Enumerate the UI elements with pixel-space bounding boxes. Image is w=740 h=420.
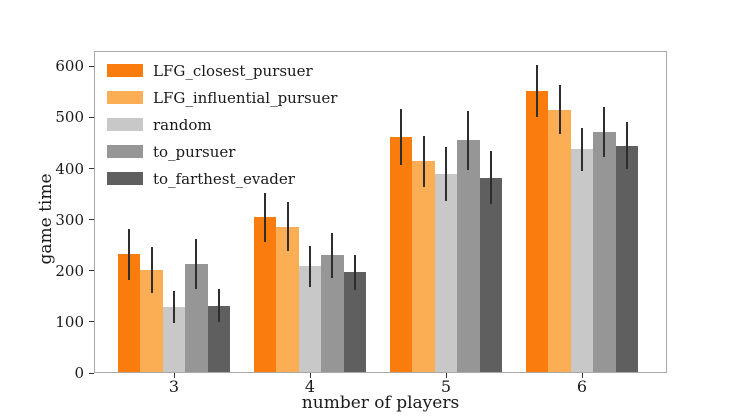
- error-bar-to_farthest_evader-6: [625, 122, 628, 170]
- legend-item-LFG_influential_pursuer: LFG_influential_pursuer: [107, 84, 337, 111]
- y-tick-label: 100: [55, 312, 84, 331]
- y-tick-label: 600: [55, 57, 84, 76]
- x-tick-mark: [445, 373, 447, 378]
- legend: LFG_closest_pursuer LFG_influential_pursu…: [107, 57, 337, 192]
- y-tick-mark: [89, 168, 94, 170]
- bar-LFG_closest_pursuer-6: [526, 91, 549, 373]
- y-tick-label: 200: [55, 261, 84, 280]
- bar-random-5: [434, 173, 458, 373]
- error-bar-LFG_influential_pursuer-5: [422, 135, 425, 187]
- bar-to_farthest_evader-3: [207, 305, 230, 373]
- legend-item-to_pursuer: to_pursuer: [107, 138, 337, 165]
- error-bar-to_farthest_evader-3: [217, 288, 220, 323]
- y-tick-mark: [89, 65, 94, 67]
- bar-LFG_influential_pursuer-6: [548, 109, 571, 373]
- bar-LFG_influential_pursuer-5: [412, 161, 435, 373]
- bar-LFG_influential_pursuer-4: [276, 226, 299, 373]
- error-bar-to_farthest_evader-5: [489, 151, 492, 205]
- y-tick-label: 300: [55, 210, 84, 229]
- error-bar-random-6: [581, 127, 583, 171]
- error-bar-random-5: [445, 146, 447, 201]
- error-bar-LFG_closest_pursuer-6: [536, 65, 539, 118]
- x-axis-label: number of players: [301, 393, 460, 413]
- error-bar-LFG_closest_pursuer-5: [400, 109, 403, 166]
- x-tick-mark: [173, 373, 175, 378]
- legend-item-LFG_closest_pursuer: LFG_closest_pursuer: [107, 57, 337, 84]
- legend-label: random: [153, 115, 212, 134]
- bar-to_pursuer-4: [321, 255, 344, 373]
- error-bar-LFG_closest_pursuer-3: [128, 228, 131, 280]
- legend-label: LFG_influential_pursuer: [153, 88, 338, 107]
- x-tick-label: 4: [304, 377, 316, 396]
- error-bar-LFG_influential_pursuer-4: [286, 202, 289, 252]
- bar-LFG_closest_pursuer-4: [254, 217, 277, 373]
- bar-to_pursuer-5: [457, 140, 480, 373]
- y-tick-mark: [89, 116, 94, 118]
- legend-swatch-icon: [107, 118, 143, 131]
- legend-label: to_farthest_evader: [153, 169, 295, 188]
- error-bar-to_pursuer-6: [603, 106, 606, 157]
- y-tick-label: 500: [55, 108, 84, 127]
- bar-LFG_closest_pursuer-5: [390, 137, 413, 373]
- x-tick-label: 6: [576, 377, 588, 396]
- bar-random-4: [298, 266, 322, 373]
- bar-to_pursuer-3: [185, 263, 208, 373]
- legend-item-to_farthest_evader: to_farthest_evader: [107, 165, 337, 192]
- bar-to_farthest_evader-6: [615, 145, 638, 373]
- x-tick-label: 3: [168, 377, 180, 396]
- error-bar-LFG_influential_pursuer-6: [558, 85, 561, 135]
- bar-LFG_influential_pursuer-3: [140, 269, 163, 373]
- bar-to_farthest_evader-4: [343, 272, 366, 373]
- legend-label: LFG_closest_pursuer: [153, 61, 313, 80]
- x-tick-label: 5: [440, 377, 452, 396]
- x-tick-mark: [309, 373, 311, 378]
- error-bar-random-3: [173, 291, 175, 323]
- legend-swatch-icon: [107, 91, 143, 104]
- y-tick-mark: [89, 219, 94, 221]
- bar-random-3: [162, 307, 186, 373]
- error-bar-to_pursuer-5: [467, 111, 470, 170]
- x-tick-mark: [581, 373, 583, 378]
- bar-LFG_closest_pursuer-3: [118, 254, 141, 373]
- y-tick-mark: [89, 372, 94, 374]
- error-bar-to_farthest_evader-4: [353, 254, 356, 290]
- legend-swatch-icon: [107, 64, 143, 77]
- legend-swatch-icon: [107, 145, 143, 158]
- error-bar-LFG_influential_pursuer-3: [150, 246, 153, 293]
- bar-random-6: [570, 149, 594, 373]
- error-bar-to_pursuer-3: [195, 238, 198, 289]
- y-tick-label: 400: [55, 159, 84, 178]
- error-bar-LFG_closest_pursuer-4: [264, 192, 267, 242]
- legend-swatch-icon: [107, 172, 143, 185]
- y-tick-label: 0: [74, 364, 84, 382]
- error-bar-to_pursuer-4: [331, 232, 334, 278]
- y-tick-mark: [89, 321, 94, 323]
- bar-to_farthest_evader-5: [479, 177, 502, 373]
- legend-label: to_pursuer: [153, 142, 236, 161]
- legend-item-random: random: [107, 111, 337, 138]
- y-tick-mark: [89, 270, 94, 272]
- bar-to_pursuer-6: [593, 131, 616, 373]
- error-bar-random-4: [309, 245, 311, 287]
